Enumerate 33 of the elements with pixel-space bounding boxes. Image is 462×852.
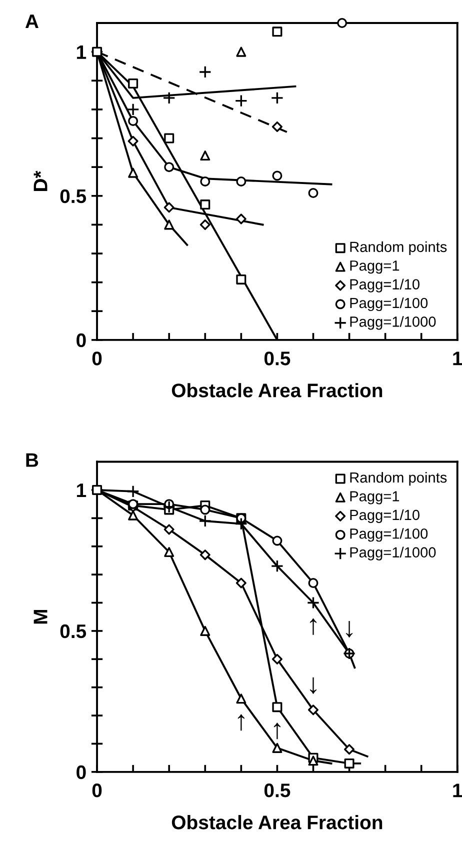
y-axis-title: M [34, 610, 48, 624]
legend-label: Pagg=1/100 [350, 297, 428, 312]
legend-label: Pagg=1/10 [350, 278, 420, 292]
y-tick-label: 0.5 [60, 189, 86, 204]
x-tick-label: 1 [453, 784, 462, 798]
annotation: ↓ [346, 621, 353, 638]
annotation: ↑ [274, 722, 280, 740]
y-axis-title: D* [34, 170, 48, 191]
legend-label: Random points [350, 241, 447, 255]
chart-title: A [25, 14, 38, 28]
x-axis-title: Obstacle Area Fraction [172, 815, 382, 830]
y-tick-label: 0 [76, 333, 86, 348]
legend-label: Pagg=1/100 [350, 528, 428, 542]
x-tick-label: 0 [92, 784, 102, 798]
annotation: ↑ [310, 618, 316, 635]
y-tick-label: 1 [77, 45, 86, 59]
x-tick-label: 1 [453, 352, 462, 366]
legend-label: Pagg=1 [350, 260, 400, 274]
annotation: ↑ [238, 714, 244, 731]
x-axis-title: Obstacle Area Fraction [172, 383, 382, 398]
legend-label: Pagg=1/1000 [350, 546, 436, 560]
legend-label: Pagg=1/10 [350, 509, 420, 523]
x-tick-label: 0 [92, 352, 102, 366]
legend-label: Pagg=1/1000 [350, 316, 436, 330]
y-tick-label: 0 [76, 765, 86, 780]
legend-label: Pagg=1 [350, 491, 400, 504]
annotation: ↓ [310, 677, 316, 694]
x-tick-label: 0.5 [264, 352, 290, 366]
y-tick-label: 0.5 [60, 624, 86, 638]
chart-title: B [26, 453, 38, 467]
x-tick-label: 0.5 [264, 784, 290, 798]
y-tick-label: 1 [77, 484, 86, 498]
legend-label: Random points [350, 472, 447, 486]
